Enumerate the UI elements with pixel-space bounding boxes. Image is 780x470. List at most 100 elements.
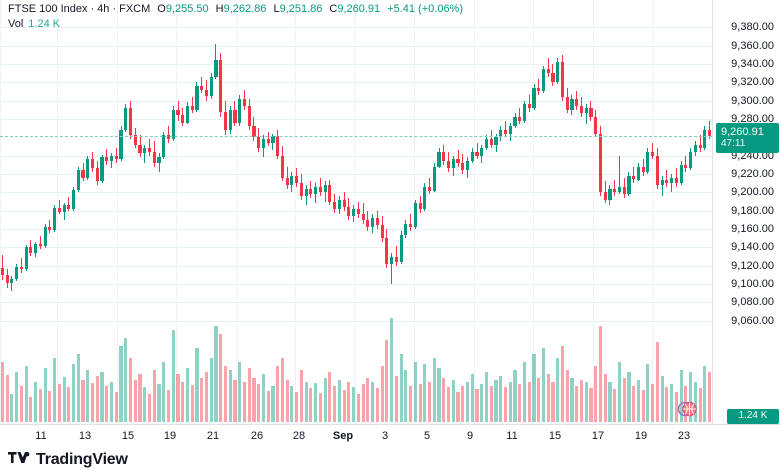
volume-bar: [603, 374, 607, 422]
candle-body: [655, 155, 659, 185]
time-axis-tick: 13: [78, 430, 92, 442]
candle-body: [5, 274, 9, 284]
legend-symbol[interactable]: FTSE 100 Index: [8, 3, 88, 15]
candle-wick: [585, 104, 587, 125]
volume-bar: [223, 366, 228, 422]
candle-body: [314, 186, 318, 195]
candle-body: [522, 104, 527, 121]
vertical-gridline: [0, 0, 1, 424]
time-axis-tick: 11: [506, 430, 518, 442]
candle-body: [81, 170, 85, 178]
tradingview-brand: TradingView: [8, 450, 128, 470]
vertical-gridline: [355, 0, 356, 424]
candle-body: [451, 159, 455, 169]
price-axis[interactable]: 9,260.91 47:11 1.24 K 9,380.00 9,360.00 9,…: [712, 0, 780, 424]
candle-body: [513, 117, 517, 127]
price-axis-tick: 9,340.00: [731, 57, 774, 70]
legend-exchange[interactable]: FXCM: [119, 3, 151, 15]
volume-bar: [508, 382, 512, 422]
volume-bar: [124, 338, 128, 422]
candle-body: [143, 148, 147, 153]
candle-body: [598, 133, 603, 193]
volume-bar: [375, 388, 379, 422]
candle-body: [603, 192, 607, 200]
candle-body: [442, 151, 446, 162]
horizontal-gridline: [0, 284, 712, 286]
candle-body: [266, 139, 270, 143]
candle-body: [366, 219, 370, 228]
horizontal-gridline: [0, 174, 712, 175]
horizontal-gridline: [0, 118, 712, 120]
candle-wick: [457, 150, 459, 167]
volume-bar: [72, 364, 76, 422]
candle-body: [276, 136, 280, 156]
candle-body: [114, 155, 118, 160]
legend-volume-label: Vol: [8, 18, 24, 30]
candle-body: [418, 203, 422, 209]
vertical-gridline: [474, 0, 475, 424]
volume-bar: [200, 378, 204, 422]
candle-body: [57, 207, 61, 212]
legend-interval[interactable]: 4h: [97, 3, 110, 15]
price-axis-tick: 9,360.00: [731, 39, 774, 52]
volume-bar: [632, 386, 636, 422]
legend-open-value: 9,255.50: [165, 3, 209, 15]
legend-high-label: H: [215, 3, 224, 15]
candle-body: [119, 129, 123, 160]
candle-wick: [115, 148, 117, 163]
volume-bar: [128, 358, 133, 422]
volume-bar: [380, 366, 384, 422]
volume-bar: [660, 376, 664, 422]
legend-high: H9,262.86: [216, 3, 267, 16]
chart-watermark-badge: [676, 398, 698, 420]
volume-bar: [209, 358, 213, 422]
candle-body: [380, 225, 384, 239]
candlestick-series: [0, 43, 712, 292]
time-axis-tick: 3: [381, 430, 389, 442]
candle-body: [223, 111, 228, 130]
volume-bar: [689, 372, 693, 422]
volume-bar: [541, 348, 546, 422]
candle-wick: [168, 126, 169, 143]
volume-bar: [432, 358, 436, 422]
candle-body: [390, 256, 394, 264]
candle-wick: [391, 252, 393, 285]
candle-body: [371, 218, 375, 228]
candle-body: [565, 96, 569, 110]
volume-bar: [90, 382, 95, 422]
candle-wick: [528, 95, 530, 112]
candle-body: [124, 107, 128, 130]
price-axis-tick: 9,300.00: [731, 94, 774, 107]
volume-bar: [185, 368, 190, 422]
candle-body: [660, 179, 664, 185]
volume-bar: [622, 378, 626, 422]
legend-separator-2: ·: [112, 3, 117, 15]
time-axis-tick: 9: [466, 430, 474, 442]
candle-body: [53, 207, 57, 230]
time-axis-tick: 5: [423, 430, 431, 442]
candle-body: [337, 199, 341, 209]
candle-wick: [68, 196, 70, 211]
chart-plot-area[interactable]: [0, 0, 712, 424]
time-axis[interactable]: 11 13 15 19 21 26 28 Sep 3 5 9 11 15 17 19 23: [0, 424, 780, 446]
candle-body: [67, 205, 71, 209]
horizontal-gridline: [0, 192, 712, 194]
volume-series: [0, 318, 712, 422]
volume-bar: [503, 386, 508, 422]
volume-bar: [333, 386, 337, 422]
volume-bar: [598, 326, 603, 422]
volume-bar: [38, 388, 42, 422]
volume-bar: [266, 390, 270, 422]
candle-wick: [661, 175, 663, 197]
legend-close: C9,260.91: [329, 3, 380, 16]
volume-bar: [228, 370, 232, 422]
candle-wick: [490, 129, 492, 149]
price-axis-tick: 9,080.00: [731, 296, 774, 309]
volume-bar: [5, 374, 9, 422]
volume-bar: [337, 380, 341, 422]
volume-bar: [114, 391, 118, 422]
volume-bar: [95, 376, 99, 422]
candle-body: [219, 60, 223, 112]
volume-bar: [404, 370, 408, 422]
